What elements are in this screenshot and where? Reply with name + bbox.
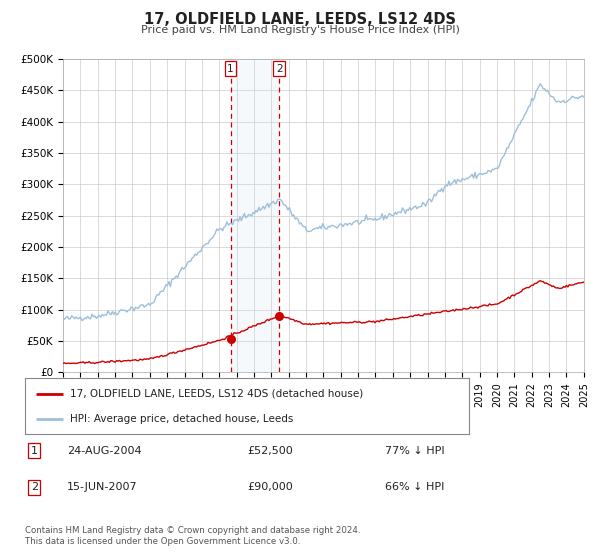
Text: £90,000: £90,000 bbox=[247, 482, 293, 492]
Bar bbox=[230, 59, 280, 372]
Text: 17, OLDFIELD LANE, LEEDS, LS12 4DS: 17, OLDFIELD LANE, LEEDS, LS12 4DS bbox=[144, 12, 456, 27]
Text: 24-AUG-2004: 24-AUG-2004 bbox=[67, 446, 142, 456]
Text: 77% ↓ HPI: 77% ↓ HPI bbox=[385, 446, 445, 456]
Text: £52,500: £52,500 bbox=[247, 446, 293, 456]
Text: 2: 2 bbox=[31, 482, 38, 492]
Text: 17, OLDFIELD LANE, LEEDS, LS12 4DS (detached house): 17, OLDFIELD LANE, LEEDS, LS12 4DS (deta… bbox=[70, 389, 363, 399]
Text: 1: 1 bbox=[31, 446, 38, 456]
Text: 15-JUN-2007: 15-JUN-2007 bbox=[67, 482, 138, 492]
Text: HPI: Average price, detached house, Leeds: HPI: Average price, detached house, Leed… bbox=[70, 414, 293, 424]
Text: Price paid vs. HM Land Registry's House Price Index (HPI): Price paid vs. HM Land Registry's House … bbox=[140, 25, 460, 35]
Text: 2: 2 bbox=[276, 63, 283, 73]
Text: 1: 1 bbox=[227, 63, 234, 73]
Text: 66% ↓ HPI: 66% ↓ HPI bbox=[385, 482, 445, 492]
Text: Contains HM Land Registry data © Crown copyright and database right 2024.
This d: Contains HM Land Registry data © Crown c… bbox=[25, 526, 361, 546]
